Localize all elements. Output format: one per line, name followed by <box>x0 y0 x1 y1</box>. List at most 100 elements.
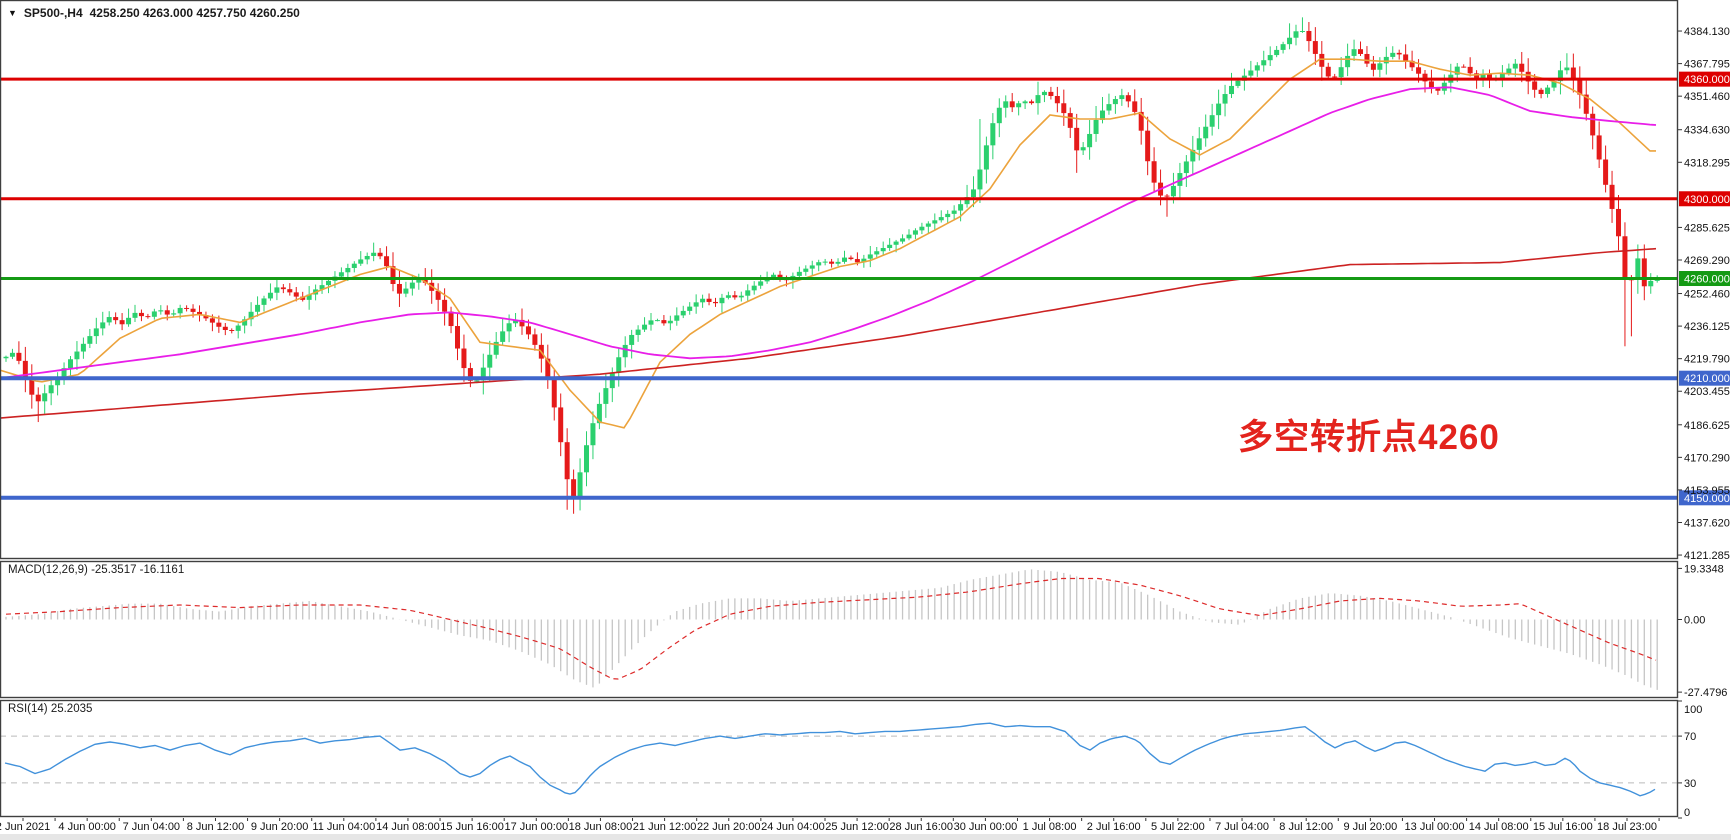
candle-body <box>1570 67 1576 79</box>
candle-body <box>1048 91 1054 96</box>
candle-body <box>1480 73 1486 79</box>
candle-body <box>455 326 460 349</box>
panel-border <box>0 560 1679 699</box>
candle-body <box>1254 65 1260 71</box>
candle-body <box>126 317 132 325</box>
price-level-badge <box>1679 191 1730 207</box>
candle-body <box>551 378 557 408</box>
candle-body <box>861 258 867 263</box>
candle-body <box>132 312 138 318</box>
candle-body <box>1112 99 1118 105</box>
time-axis-label: 14 Jul 08:00 <box>1469 821 1529 833</box>
candle-body <box>1622 236 1628 280</box>
time-axis-label: 7 Jul 04:00 <box>1215 821 1269 833</box>
candle-body <box>255 304 261 312</box>
candle-body <box>938 217 944 221</box>
candle-body <box>674 315 680 321</box>
candle-body <box>267 292 273 299</box>
candle-body <box>1216 103 1222 116</box>
candle-body <box>996 107 1002 124</box>
price-level-badge-label: 4150.000 <box>1684 493 1730 505</box>
price-level-badge <box>1679 370 1730 386</box>
macd-indicator-label: MACD(12,26,9) -25.3517 -16.1161 <box>8 564 185 576</box>
candle-body <box>190 308 196 312</box>
macd-axis-label: -27.4796 <box>1684 687 1727 699</box>
candle-body <box>1209 115 1215 127</box>
time-axis-label: 22 Jun 20:00 <box>697 821 761 833</box>
candle-body <box>513 319 519 324</box>
rsi-layer <box>0 722 1678 797</box>
price-axis-label: 4318.295 <box>1684 157 1730 169</box>
candle-body <box>558 407 564 443</box>
time-axis-label: 8 Jun 12:00 <box>187 821 245 833</box>
price-axis-label: 4334.630 <box>1684 125 1730 137</box>
candle-body <box>1396 52 1402 55</box>
candle-body <box>16 352 22 361</box>
candle-body <box>113 317 119 321</box>
candle-body <box>435 290 441 300</box>
candle-body <box>654 320 660 322</box>
time-axis-label: 4 Jun 00:00 <box>58 821 116 833</box>
candle-body <box>629 334 635 345</box>
candle-body <box>1403 54 1409 61</box>
candle-body <box>1274 49 1280 56</box>
candle-body <box>951 210 957 214</box>
candle-body <box>751 285 757 291</box>
candle-body <box>932 220 938 224</box>
candle-body <box>693 302 699 307</box>
candle-body <box>906 234 912 239</box>
candle-body <box>1196 138 1202 150</box>
candle-body <box>1022 101 1028 104</box>
candle-body <box>9 352 15 357</box>
candle-body <box>29 378 35 395</box>
candle-body <box>371 252 377 256</box>
candle-body <box>1525 71 1531 82</box>
ma-fast-orange-line <box>0 58 1656 429</box>
candle-body <box>958 204 964 211</box>
rsi-axis-label: 100 <box>1684 704 1702 716</box>
candle-body <box>1100 110 1105 120</box>
candle-body <box>706 298 712 302</box>
candle-body <box>409 282 415 289</box>
price-axis-label: 4367.795 <box>1684 59 1730 71</box>
candle-body <box>667 320 673 324</box>
candle-body <box>1512 63 1518 69</box>
bottom-band <box>0 834 1731 840</box>
time-axis-layer[interactable]: 2 Jun 2021 4 Jun 00:00 7 Jun 04:00 8 Jun 12… <box>0 818 1731 840</box>
candle-body <box>577 472 583 497</box>
candle-body <box>1390 52 1396 57</box>
candle-body <box>358 259 364 264</box>
candle-body <box>983 145 989 170</box>
candle-body <box>1067 113 1073 128</box>
candle-body <box>384 256 390 267</box>
time-axis-label: 2 Jun 2021 <box>0 821 50 833</box>
candle-body <box>1603 159 1609 185</box>
price-axis-label: 4186.625 <box>1684 420 1730 432</box>
chart-dropdown-icon[interactable]: ▼ <box>8 8 17 18</box>
candle-body <box>242 319 248 326</box>
candle-body <box>1364 53 1370 64</box>
candle-body <box>925 223 931 227</box>
candle-body <box>732 295 738 298</box>
candle-body <box>648 320 654 325</box>
candle-body <box>68 359 73 369</box>
candle-body <box>345 267 351 273</box>
candle-body <box>74 351 80 360</box>
candle-body <box>1616 208 1621 237</box>
candle-body <box>809 265 815 269</box>
candle-body <box>1461 66 1467 68</box>
candle-body <box>1183 161 1189 174</box>
candle-body <box>1248 70 1254 76</box>
time-axis-label: 9 Jun 20:00 <box>251 821 309 833</box>
candle-body <box>1532 81 1538 90</box>
candle-body <box>603 388 609 404</box>
annotation-text: 多空转折点4260 <box>1238 418 1500 457</box>
candle-body <box>390 266 396 284</box>
price-axis-label: 4236.125 <box>1684 321 1730 333</box>
candle-body <box>216 322 222 327</box>
candle-body <box>1229 85 1234 95</box>
candle-body <box>945 213 951 218</box>
time-axis-label: 24 Jun 04:00 <box>761 821 825 833</box>
candle-body <box>1377 63 1383 70</box>
